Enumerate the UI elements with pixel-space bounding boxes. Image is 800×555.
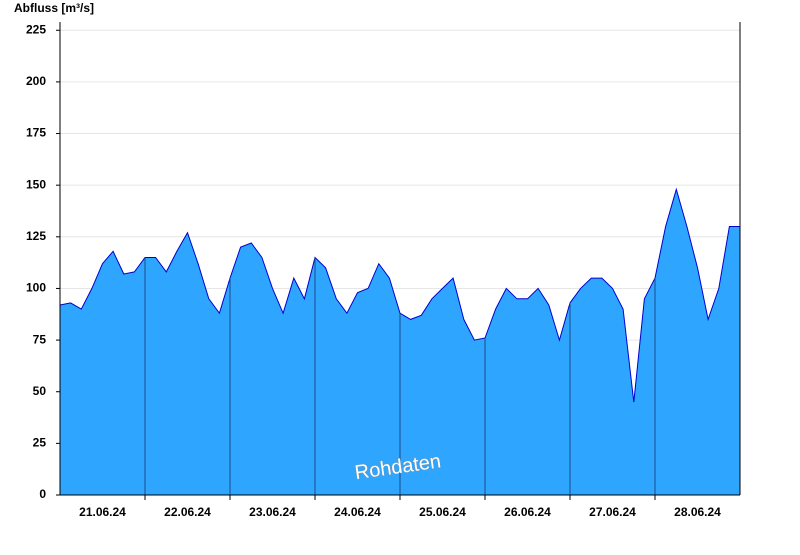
y-tick-label: 25 [33, 436, 47, 450]
x-tick-label: 26.06.24 [504, 505, 551, 519]
y-tick-label: 150 [26, 177, 46, 191]
y-tick-label: 125 [26, 229, 46, 243]
y-tick-label: 175 [26, 126, 46, 140]
x-tick-label: 23.06.24 [249, 505, 296, 519]
x-tick-label: 22.06.24 [164, 505, 211, 519]
x-tick-label: 27.06.24 [589, 505, 636, 519]
y-tick-label: 200 [26, 74, 46, 88]
x-tick-label: 21.06.24 [79, 505, 126, 519]
y-tick-label: 75 [33, 332, 47, 346]
line [59, 187, 740, 403]
y-tick-label: 50 [33, 384, 47, 398]
x-tick-label: 28.06.24 [674, 505, 721, 519]
y-tick-label: 100 [26, 281, 46, 295]
x-tick-label: 24.06.24 [334, 505, 381, 519]
axis-title: Abfluss [m³/s] [14, 1, 94, 15]
y-tick-label: 0 [39, 487, 46, 501]
y-tick-label: 225 [26, 22, 46, 36]
x-tick-label: 25.06.24 [419, 505, 466, 519]
